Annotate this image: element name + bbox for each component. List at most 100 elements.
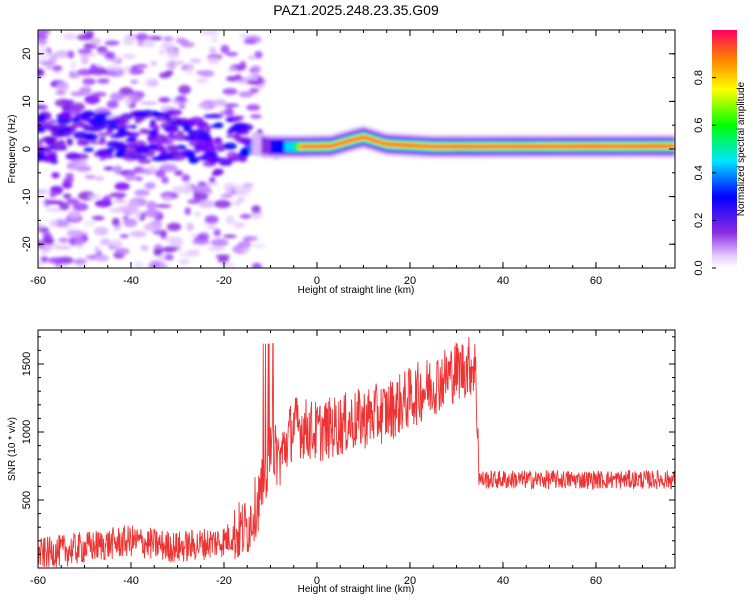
snr-xtick-label: -20 xyxy=(216,575,232,587)
band-blob xyxy=(44,150,58,155)
noise-blob xyxy=(104,51,112,60)
noise-blob xyxy=(175,95,187,103)
noise-blob xyxy=(48,219,58,227)
noise-blob xyxy=(67,50,75,59)
colorbar-tick-label: 0.2 xyxy=(693,213,705,228)
band-blob xyxy=(168,121,176,125)
noise-blob xyxy=(122,36,136,46)
colorbar-tick-label: 0.6 xyxy=(693,118,705,133)
band-blob xyxy=(134,146,151,154)
noise-blob xyxy=(170,239,184,247)
band-blob xyxy=(176,130,185,136)
noise-blob xyxy=(192,184,211,193)
noise-blob xyxy=(172,185,188,194)
noise-blob xyxy=(103,166,115,171)
noise-blob xyxy=(91,215,105,221)
band-blob xyxy=(214,137,222,144)
noise-blob xyxy=(225,51,239,57)
band-blob xyxy=(189,159,198,164)
noise-blob xyxy=(207,246,225,252)
band-blob xyxy=(118,116,130,122)
noise-blob xyxy=(196,78,209,84)
noise-blob xyxy=(194,211,202,217)
band-blob xyxy=(106,148,116,153)
noise-blob xyxy=(105,65,123,71)
noise-blob xyxy=(199,69,215,78)
noise-blob xyxy=(106,100,119,109)
noise-blob xyxy=(159,262,168,268)
spectrogram-xtick-label: 20 xyxy=(404,275,416,287)
noise-blob xyxy=(144,182,156,190)
noise-blob xyxy=(155,169,166,178)
noise-blob xyxy=(163,254,174,261)
band-blob xyxy=(38,114,47,121)
noise-blob xyxy=(142,39,156,49)
spectrogram-heat xyxy=(38,30,675,268)
snr-ylabel: SNR (10 * v/v) xyxy=(7,417,18,481)
snr-ytick-label: 1000 xyxy=(21,420,33,444)
noise-blob xyxy=(119,234,129,239)
noise-blob xyxy=(77,48,93,55)
band-blob xyxy=(235,123,245,129)
noise-blob xyxy=(122,53,137,59)
spectrogram-ytick-label: -10 xyxy=(21,189,33,205)
band-blob xyxy=(92,114,108,122)
noise-blob xyxy=(165,61,178,69)
band-blob xyxy=(182,124,192,133)
band-blob xyxy=(173,151,188,156)
noise-blob xyxy=(130,79,139,84)
snr-ticks: -60 -40 -20 0 20 40 60 500 1000 1500 xyxy=(21,330,675,587)
noise-blob xyxy=(243,39,257,45)
noise-blob xyxy=(51,65,63,72)
noise-blob xyxy=(38,68,45,77)
noise-blob xyxy=(70,159,89,166)
noise-blob xyxy=(38,104,48,110)
band-blob xyxy=(203,114,216,119)
band-blob xyxy=(138,128,150,135)
noise-blob xyxy=(215,254,231,259)
noise-blob xyxy=(68,71,77,76)
noise-blob xyxy=(123,218,138,228)
spectrogram-xtick-label: 0 xyxy=(314,275,320,287)
noise-blob xyxy=(147,165,158,172)
noise-blob xyxy=(250,243,267,249)
band-blob xyxy=(226,117,234,123)
band-blob xyxy=(147,135,154,142)
noise-blob xyxy=(220,44,230,54)
noise-blob xyxy=(225,215,235,225)
noise-blob xyxy=(96,78,110,84)
noise-blob xyxy=(84,94,101,105)
noise-blob xyxy=(99,156,107,161)
noise-blob xyxy=(62,193,72,200)
band-blob xyxy=(97,140,107,145)
band-blob xyxy=(124,138,136,143)
band-blob xyxy=(150,129,158,135)
band-blob xyxy=(205,151,219,157)
noise-blob xyxy=(256,83,265,89)
noise-blob xyxy=(178,259,191,265)
noise-blob xyxy=(51,172,60,179)
band-blob xyxy=(234,131,250,135)
noise-blob xyxy=(56,81,70,92)
band-blob xyxy=(204,125,211,134)
noise-blob xyxy=(50,200,65,205)
noise-blob xyxy=(67,210,82,220)
noise-blob xyxy=(239,60,247,71)
noise-blob xyxy=(99,238,112,246)
noise-blob xyxy=(122,216,129,220)
noise-blob xyxy=(239,213,252,219)
noise-blob xyxy=(38,34,49,41)
band-blob xyxy=(226,129,234,135)
band-blob xyxy=(132,110,148,118)
noise-blob xyxy=(110,92,125,102)
noise-blob xyxy=(66,137,74,146)
noise-blob xyxy=(161,176,169,184)
noise-blob xyxy=(113,165,123,175)
noise-blob xyxy=(75,165,92,172)
noise-blob xyxy=(68,74,81,79)
noise-blob xyxy=(96,46,108,53)
band-blob xyxy=(225,134,240,139)
spectrogram-ticks: -60 -40 -20 0 20 40 60 -20 -10 0 10 20 xyxy=(21,29,675,287)
band-blob xyxy=(38,129,47,133)
